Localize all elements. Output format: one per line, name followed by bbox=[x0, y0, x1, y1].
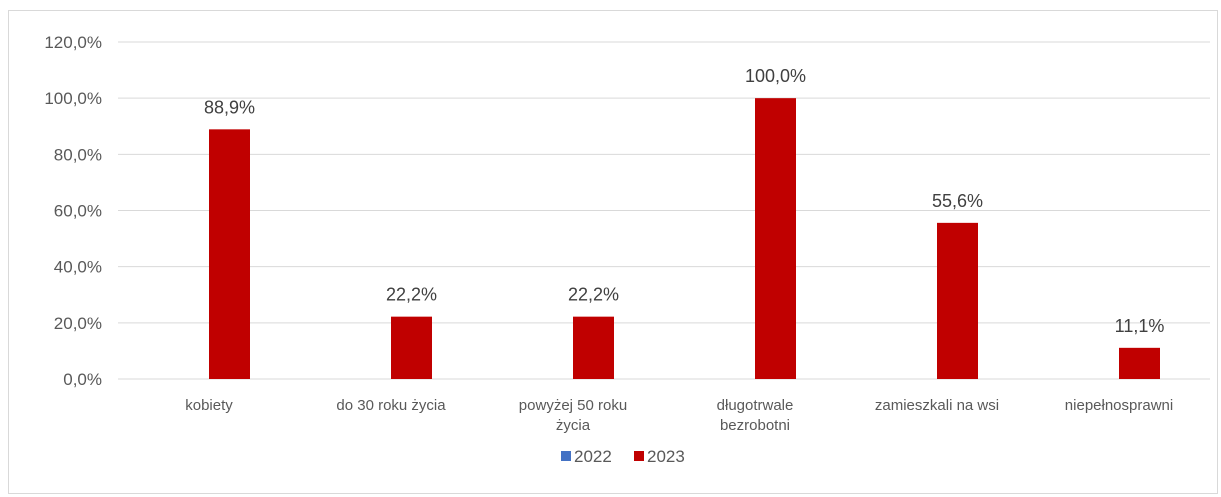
x-category-label: do 30 roku życia bbox=[336, 397, 446, 414]
x-category-label: bezrobotni bbox=[720, 417, 790, 434]
y-tick-label: 20,0% bbox=[54, 314, 102, 333]
data-label: 88,9% bbox=[204, 97, 255, 117]
legend-label: 2022 bbox=[574, 447, 612, 466]
y-tick-label: 80,0% bbox=[54, 145, 102, 164]
legend-swatch bbox=[634, 451, 644, 461]
data-label: 22,2% bbox=[568, 285, 619, 305]
legend-label: 2023 bbox=[647, 447, 685, 466]
bar-2023 bbox=[1119, 347, 1160, 379]
y-tick-label: 0,0% bbox=[63, 370, 102, 389]
x-category-label: kobiety bbox=[185, 397, 233, 414]
x-category-label: zamieszkali na wsi bbox=[875, 397, 999, 414]
data-label: 100,0% bbox=[745, 66, 806, 86]
bar-2023 bbox=[391, 316, 432, 379]
y-tick-label: 60,0% bbox=[54, 202, 102, 221]
data-label: 11,1% bbox=[1115, 316, 1165, 336]
x-category-label: niepełnosprawni bbox=[1065, 397, 1173, 414]
x-category-label: długotrwale bbox=[717, 397, 794, 414]
y-tick-label: 100,0% bbox=[44, 89, 102, 108]
bar-2023 bbox=[209, 129, 250, 379]
legend-swatch bbox=[561, 451, 571, 461]
y-tick-label: 120,0% bbox=[44, 33, 102, 52]
bar-2023 bbox=[573, 316, 614, 379]
bar-2023 bbox=[755, 98, 796, 380]
data-label: 55,6% bbox=[932, 191, 983, 211]
bar-2023 bbox=[937, 222, 978, 379]
x-category-label: powyżej 50 roku bbox=[519, 397, 627, 414]
data-label: 22,2% bbox=[386, 285, 437, 305]
y-tick-label: 40,0% bbox=[54, 258, 102, 277]
x-category-label: życia bbox=[556, 417, 591, 434]
